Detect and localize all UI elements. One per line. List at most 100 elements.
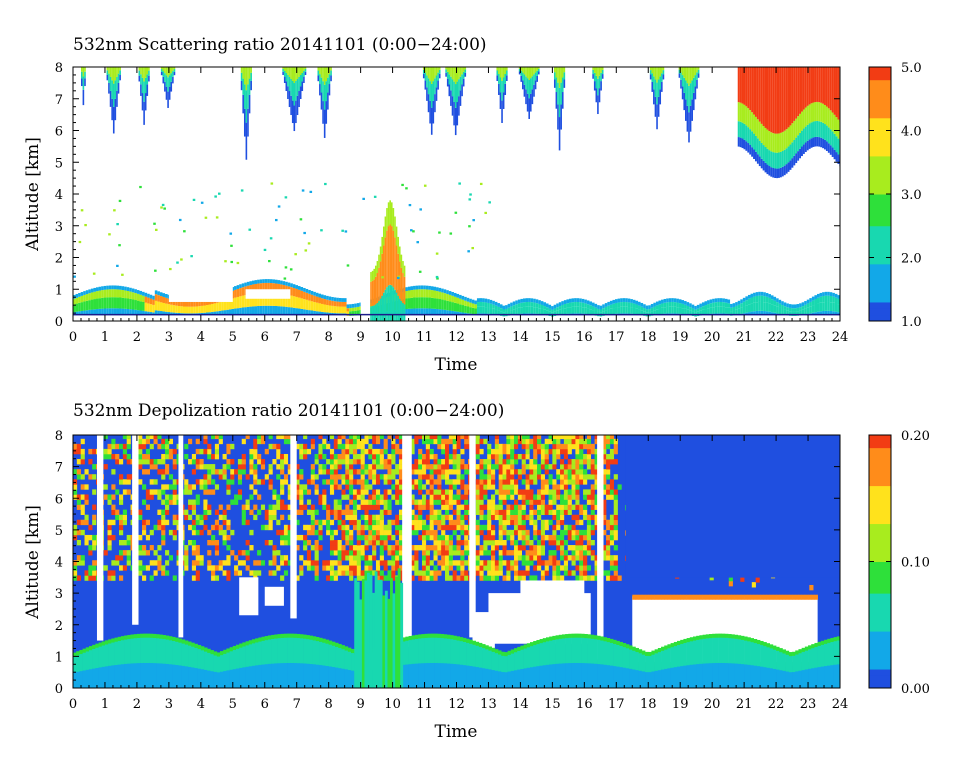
noise-cell bbox=[448, 514, 453, 521]
streak-cell bbox=[165, 86, 168, 100]
noise-cell bbox=[103, 494, 108, 500]
streak-cell bbox=[141, 67, 144, 78]
noise-cell bbox=[322, 494, 327, 500]
aerosol-cell bbox=[193, 306, 196, 314]
noise-cell bbox=[421, 453, 427, 460]
streak-cell bbox=[537, 67, 540, 69]
noise-cell bbox=[295, 443, 300, 450]
noise-cell bbox=[333, 438, 338, 445]
aerosol-cell bbox=[533, 307, 536, 314]
noise-cell bbox=[337, 464, 342, 470]
noise-cell bbox=[168, 499, 174, 505]
noise-cell bbox=[295, 509, 300, 515]
noise-cell bbox=[364, 524, 369, 531]
aerosol-cell bbox=[834, 297, 838, 304]
aerosol-cell bbox=[727, 307, 731, 314]
noise-cell bbox=[613, 499, 618, 505]
aerosol-cell bbox=[676, 298, 679, 303]
noise-cell bbox=[567, 438, 572, 445]
noise-cell bbox=[349, 469, 354, 475]
noise-cell bbox=[441, 489, 446, 495]
noise-cell bbox=[364, 565, 369, 571]
aerosol-cell bbox=[430, 308, 434, 316]
noise-cell bbox=[92, 448, 97, 455]
noise-cell bbox=[387, 489, 392, 495]
noise-cell bbox=[483, 479, 488, 485]
noise-cell bbox=[391, 484, 396, 490]
depolarization-ratio-panel: 532nm Depolization ratio 20141101 (0:00−… bbox=[23, 401, 930, 742]
noise-cell bbox=[126, 453, 131, 460]
noise-cell bbox=[222, 514, 227, 521]
streak-cell bbox=[689, 67, 692, 84]
aerosol-cell bbox=[540, 301, 544, 305]
noise-cell bbox=[579, 545, 584, 551]
noise-cell bbox=[494, 570, 499, 576]
noise-cell bbox=[429, 575, 434, 581]
noise-cell bbox=[122, 514, 127, 521]
streak-cell bbox=[445, 67, 447, 70]
aerosol-cell bbox=[124, 286, 127, 291]
noise-cell bbox=[211, 570, 216, 576]
aerosol-cell bbox=[691, 308, 695, 312]
aerosol-cell bbox=[804, 304, 807, 309]
aerosol-cell bbox=[499, 308, 503, 312]
noise-cell bbox=[479, 438, 484, 445]
noise-cell bbox=[383, 448, 388, 455]
noise-cell bbox=[521, 438, 526, 445]
noise-cell bbox=[517, 534, 522, 541]
patch-cell bbox=[438, 231, 441, 234]
aerosol-cell bbox=[648, 305, 651, 310]
noise-cell bbox=[349, 514, 354, 521]
noise-cell bbox=[418, 534, 423, 541]
cloud-cell bbox=[386, 230, 388, 288]
noise-cell bbox=[333, 570, 338, 576]
noise-cell bbox=[510, 514, 515, 521]
noise-cell bbox=[514, 509, 519, 515]
noise-cell bbox=[318, 529, 323, 536]
noise-cell bbox=[88, 570, 93, 576]
aerosol-cell bbox=[106, 308, 109, 316]
noise-cell bbox=[437, 499, 442, 505]
noise-cell bbox=[253, 504, 258, 510]
noise-cell bbox=[579, 448, 584, 455]
noise-cell bbox=[107, 443, 112, 450]
streak-cell bbox=[295, 67, 297, 82]
aerosol-cell bbox=[630, 299, 633, 303]
noise-cell bbox=[751, 582, 756, 588]
noise-cell bbox=[567, 479, 572, 485]
noise-cell bbox=[387, 479, 392, 485]
noise-cell bbox=[349, 529, 354, 536]
noise-cell bbox=[456, 514, 461, 521]
noise-cell bbox=[191, 545, 197, 551]
noise-cell bbox=[556, 469, 561, 475]
aerosol-cell bbox=[420, 297, 424, 309]
cirrus-cell bbox=[747, 108, 750, 128]
noise-cell bbox=[379, 494, 384, 500]
streak-cell bbox=[245, 90, 248, 123]
noise-cell bbox=[433, 438, 438, 445]
noise-cell bbox=[188, 459, 193, 465]
streak-cell bbox=[534, 80, 537, 90]
noise-cell bbox=[479, 524, 484, 531]
edge-cell bbox=[756, 594, 761, 600]
cirrus-cell bbox=[833, 114, 836, 134]
noise-cell bbox=[544, 509, 549, 515]
aerosol-cell bbox=[617, 307, 621, 314]
cirrus-cell bbox=[751, 112, 754, 132]
noise-cell bbox=[356, 504, 361, 510]
cirrus-cell bbox=[751, 131, 754, 148]
noise-cell bbox=[579, 469, 584, 475]
noise-cell bbox=[253, 443, 258, 450]
streak-cell bbox=[595, 75, 598, 89]
noise-cell bbox=[295, 479, 300, 485]
noise-cell bbox=[514, 479, 519, 485]
cirrus-cell bbox=[778, 152, 780, 169]
noise-cell bbox=[410, 499, 415, 505]
aerosol-cell bbox=[666, 298, 669, 303]
noise-cell bbox=[149, 443, 154, 450]
aerosol-cell bbox=[116, 289, 120, 298]
streak-cell bbox=[445, 72, 447, 77]
noise-cell bbox=[529, 575, 534, 581]
aerosol-cell bbox=[106, 289, 109, 298]
streak-cell bbox=[531, 89, 534, 105]
